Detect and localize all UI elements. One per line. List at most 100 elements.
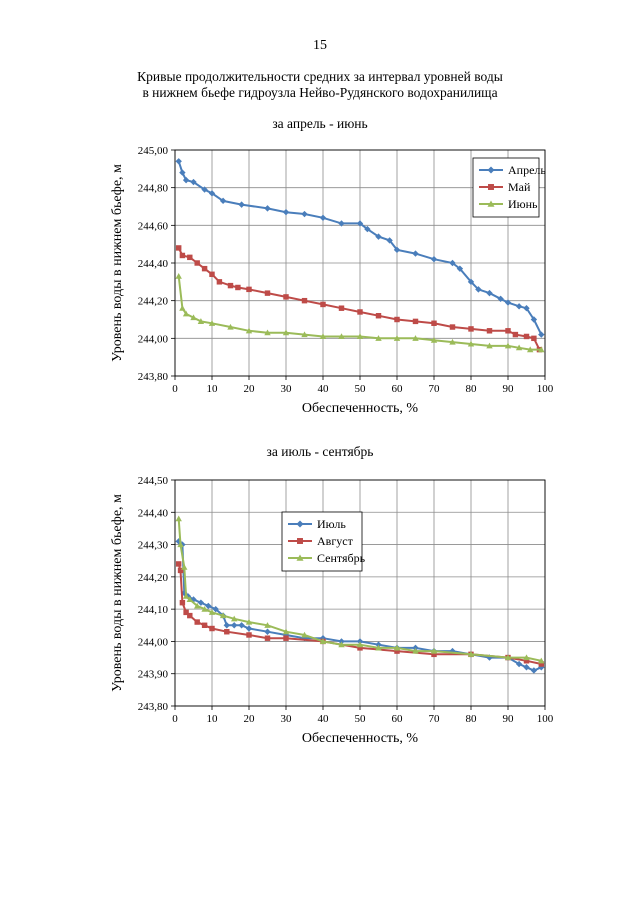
x-tick-label: 0 <box>172 383 178 395</box>
x-tick-label: 50 <box>355 713 367 725</box>
data-point <box>538 657 545 664</box>
data-point <box>394 648 400 654</box>
data-point <box>219 612 227 619</box>
chart-1-title: за апрель - июнь <box>272 116 368 131</box>
x-tick-label: 90 <box>503 383 515 395</box>
y-tick-label: 243,90 <box>138 669 169 681</box>
data-point <box>531 335 537 342</box>
data-point <box>375 313 382 319</box>
data-point <box>449 324 456 330</box>
data-point <box>194 602 201 609</box>
data-point <box>245 618 253 625</box>
data-point <box>282 631 290 639</box>
data-point <box>515 660 523 668</box>
series-3 <box>175 515 545 664</box>
data-point <box>486 328 493 334</box>
data-point <box>208 320 216 326</box>
data-point <box>538 346 545 353</box>
data-point <box>449 259 456 267</box>
data-point <box>246 286 252 293</box>
data-point <box>431 320 437 326</box>
data-point <box>338 333 345 340</box>
data-point <box>356 220 364 227</box>
y-axis-title: Уровень воды в нижнем бьефе, м <box>110 494 125 692</box>
data-point <box>209 271 215 278</box>
data-point <box>430 256 438 263</box>
data-point <box>238 622 245 629</box>
data-point <box>393 335 401 341</box>
data-point <box>320 301 326 308</box>
x-axis-title: Обеспеченность, % <box>302 401 418 416</box>
data-point <box>209 625 215 632</box>
data-point <box>467 340 475 347</box>
data-point <box>183 609 189 616</box>
data-point <box>235 284 241 291</box>
x-tick-label: 90 <box>503 713 515 725</box>
data-point <box>227 282 234 289</box>
plot-area <box>174 149 546 377</box>
legend-label: Август <box>317 534 354 548</box>
data-point <box>364 225 371 233</box>
x-tick-label: 80 <box>466 383 478 395</box>
data-point <box>190 596 197 603</box>
data-point <box>504 654 512 661</box>
data-point <box>301 331 308 338</box>
data-point <box>231 615 238 622</box>
data-point <box>486 342 493 349</box>
data-point <box>505 328 511 334</box>
data-point <box>301 210 308 218</box>
chart-july-september: 243,80 243,90 244,00 244,10 244,20 244,30 244,… <box>110 475 554 746</box>
data-point <box>175 561 182 567</box>
data-point <box>319 333 327 340</box>
series-2 <box>175 245 543 353</box>
data-point <box>264 205 271 212</box>
data-point <box>264 622 271 628</box>
legend-marker <box>487 166 495 174</box>
data-point <box>467 651 475 657</box>
data-point <box>264 628 271 635</box>
y-tick-label: 244,40 <box>138 258 169 270</box>
data-point <box>449 338 456 345</box>
data-point <box>212 605 219 613</box>
data-point <box>194 260 200 266</box>
data-point <box>238 201 245 208</box>
data-point <box>412 335 419 341</box>
data-point <box>523 664 530 671</box>
data-point <box>515 344 523 351</box>
y-tick-label: 243,80 <box>138 701 169 713</box>
data-point <box>467 278 475 286</box>
data-point <box>201 186 208 193</box>
y-tick-label: 244,40 <box>138 507 169 519</box>
data-point <box>523 305 530 312</box>
x-tick-label: 40 <box>318 383 330 395</box>
data-point <box>394 316 400 323</box>
data-point <box>175 515 182 522</box>
data-point <box>338 305 345 311</box>
y-tick-label: 244,00 <box>138 636 169 648</box>
data-point <box>357 645 363 651</box>
data-point <box>205 602 212 610</box>
x-tick-label: 30 <box>281 383 293 395</box>
data-point <box>338 638 345 645</box>
data-point <box>201 622 208 629</box>
data-point <box>175 158 182 165</box>
data-point <box>208 190 216 197</box>
chart-april-june: 243,80 244,00 244,20 244,40 244,60 244,80 245,… <box>110 145 554 416</box>
data-point <box>357 309 363 315</box>
data-point <box>319 638 327 644</box>
title-line-1: Кривые продолжительности средних за инте… <box>137 69 503 84</box>
x-tick-label: 50 <box>355 383 367 395</box>
legend-label: Июль <box>317 517 346 531</box>
data-point <box>538 664 545 671</box>
data-point <box>187 612 193 619</box>
x-tick-label: 30 <box>281 713 293 725</box>
legend: Апрель Май Июнь <box>472 157 546 218</box>
data-point <box>182 176 190 184</box>
data-point <box>375 233 382 240</box>
data-point <box>412 647 419 654</box>
data-point <box>468 326 474 332</box>
data-point <box>246 632 252 638</box>
data-point <box>338 641 345 648</box>
x-tick-label: 100 <box>537 713 554 725</box>
data-point <box>227 323 234 330</box>
